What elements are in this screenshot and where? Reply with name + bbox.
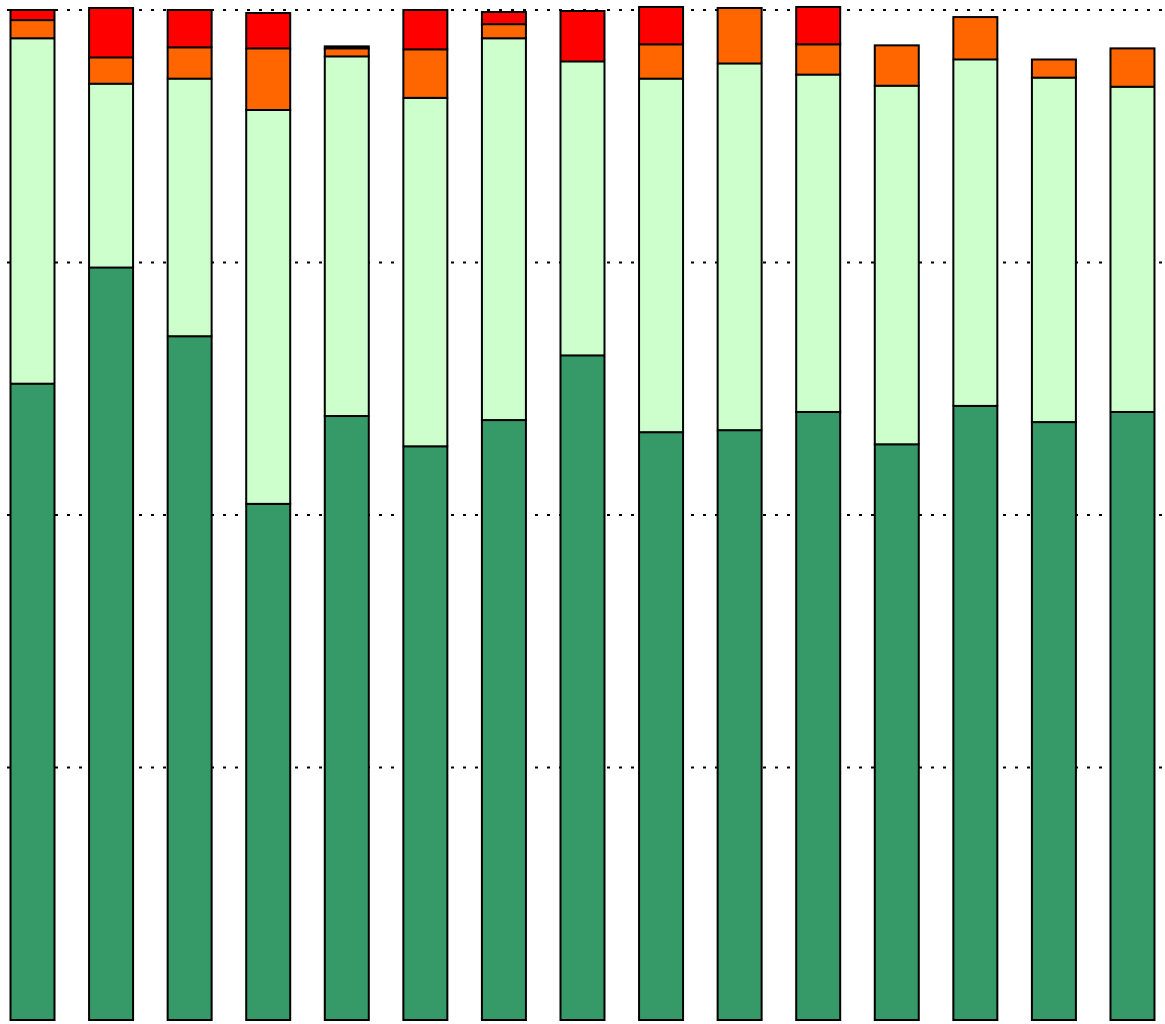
bar-segment-12-series-1: [873, 443, 920, 1021]
bar-stack-5: [323, 45, 370, 1021]
bar-segment-4-series-4: [245, 12, 292, 50]
bar-segment-15-series-1: [1109, 410, 1156, 1022]
bar-stack-10: [716, 6, 763, 1022]
bar-stack-11: [795, 5, 842, 1022]
bar-segment-10-series-1: [716, 429, 763, 1022]
bar-segment-1-series-1: [9, 382, 56, 1021]
bar-segment-5-series-3: [323, 47, 370, 58]
bar-segment-4-series-3: [245, 47, 292, 111]
bar-segment-12-series-3: [873, 44, 920, 87]
bar-segment-14-series-1: [1030, 421, 1077, 1021]
bar-segment-1-series-4: [9, 9, 56, 22]
bar-segment-3-series-2: [166, 77, 213, 338]
bar-segment-15-series-2: [1109, 85, 1156, 413]
bar-segment-8-series-1: [559, 354, 606, 1022]
bar-segment-3-series-1: [166, 335, 213, 1022]
bar-stacks: [9, 5, 1156, 1022]
bar-segment-6-series-3: [402, 48, 449, 99]
bar-segment-4-series-1: [245, 502, 292, 1021]
bar-stack-1: [9, 9, 56, 1021]
bar-segment-5-series-2: [323, 55, 370, 418]
bar-stack-7: [480, 11, 527, 1021]
bar-segment-6-series-1: [402, 445, 449, 1021]
bar-segment-4-series-2: [245, 108, 292, 505]
bar-segment-7-series-1: [480, 419, 527, 1021]
bar-segment-10-series-3: [716, 6, 763, 65]
bar-stack-13: [952, 16, 999, 1022]
bar-stack-12: [873, 44, 920, 1021]
bar-segment-7-series-3: [480, 23, 527, 40]
bar-segment-9-series-2: [638, 77, 685, 434]
bar-segment-5-series-4: [323, 45, 370, 50]
bar-segment-3-series-4: [166, 9, 213, 49]
bar-segment-2-series-1: [88, 266, 135, 1021]
bar-segment-10-series-2: [716, 62, 763, 432]
bar-segment-1-series-2: [9, 37, 56, 385]
bar-stack-15: [1109, 47, 1156, 1022]
bar-segment-3-series-3: [166, 46, 213, 80]
bar-segment-5-series-1: [323, 415, 370, 1021]
bar-segment-13-series-3: [952, 16, 999, 61]
bar-segment-7-series-4: [480, 11, 527, 26]
bar-segment-6-series-2: [402, 96, 449, 448]
bar-segment-9-series-3: [638, 43, 685, 80]
bar-segment-14-series-2: [1030, 76, 1077, 424]
bar-stack-9: [638, 5, 685, 1021]
bar-stack-14: [1030, 58, 1077, 1021]
bar-stack-6: [402, 9, 449, 1021]
bar-segment-9-series-4: [638, 5, 685, 46]
bar-segment-13-series-1: [952, 404, 999, 1022]
bar-segment-6-series-4: [402, 9, 449, 51]
bar-stack-8: [559, 10, 606, 1022]
bar-segment-8-series-2: [559, 60, 606, 357]
bar-segment-15-series-3: [1109, 47, 1156, 88]
bar-segment-2-series-2: [88, 82, 135, 269]
bar-segment-12-series-2: [873, 84, 920, 446]
bar-segment-7-series-2: [480, 37, 527, 422]
bar-segment-13-series-2: [952, 58, 999, 407]
bar-stack-2: [88, 6, 135, 1021]
bar-stack-4: [245, 12, 292, 1021]
bar-segment-1-series-3: [9, 19, 56, 40]
bar-segment-8-series-4: [559, 10, 606, 63]
bar-segment-11-series-3: [795, 43, 842, 76]
bar-segment-9-series-1: [638, 431, 685, 1021]
bar-segment-11-series-1: [795, 410, 842, 1022]
bar-segment-11-series-4: [795, 5, 842, 46]
bar-segment-11-series-2: [795, 73, 842, 413]
bar-segment-2-series-4: [88, 6, 135, 59]
bar-stack-3: [166, 9, 213, 1022]
bar-segment-2-series-3: [88, 56, 135, 85]
bar-segment-14-series-3: [1030, 58, 1077, 79]
